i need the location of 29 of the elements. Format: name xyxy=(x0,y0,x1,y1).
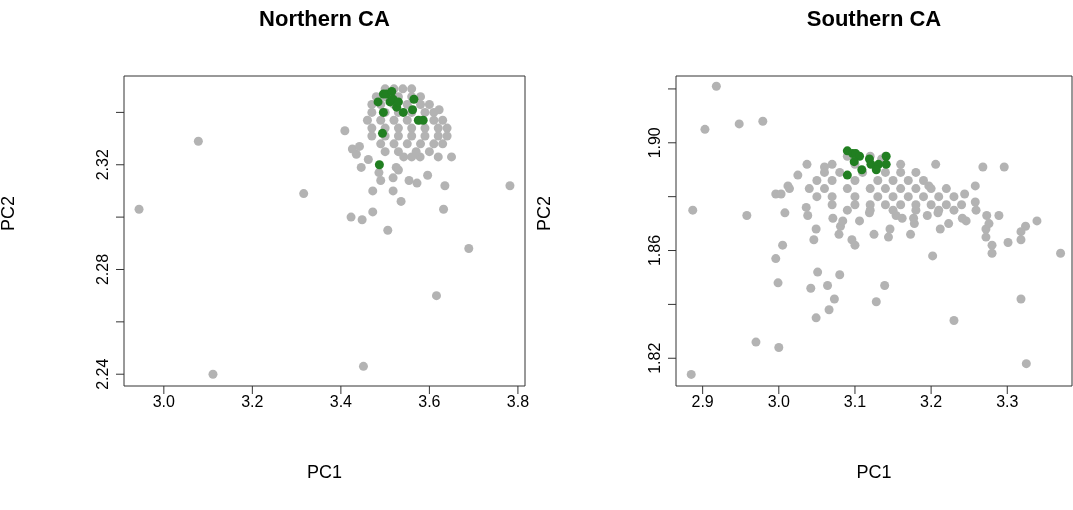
point xyxy=(842,170,852,180)
x-tick-label: 3.3 xyxy=(996,393,1019,411)
point xyxy=(871,165,881,175)
point xyxy=(393,97,403,107)
y-tick-label: 2.32 xyxy=(94,149,111,181)
x-tick-label: 3.2 xyxy=(241,393,264,411)
x-tick-label: 3.1 xyxy=(843,393,867,411)
point xyxy=(374,160,384,170)
point xyxy=(398,107,408,117)
x-axis-title: PC1 xyxy=(856,462,892,482)
x-tick-label: 3.6 xyxy=(418,393,441,411)
y-tick-label: 1.82 xyxy=(646,342,663,374)
x-tick-label: 3.8 xyxy=(506,393,530,411)
x-axis-title: PC1 xyxy=(306,462,343,482)
y-tick-label: 2.24 xyxy=(94,358,111,390)
y-axis-title: PC2 xyxy=(534,195,555,231)
y-tick-label: 2.28 xyxy=(94,253,111,286)
point xyxy=(881,159,891,169)
x-tick-label: 3.2 xyxy=(919,393,943,411)
x-tick-label: 3.4 xyxy=(329,393,353,411)
y-axis-title: PC2 xyxy=(0,195,19,231)
x-tick-label: 3.0 xyxy=(767,393,791,411)
chart-title: Northern CA xyxy=(258,6,391,32)
y-tick-label: 1.86 xyxy=(646,234,663,267)
x-tick-label: 2.9 xyxy=(691,393,714,411)
chart-title: Southern CA xyxy=(805,6,943,32)
point xyxy=(855,151,865,161)
x-tick-label: 3.0 xyxy=(152,393,176,411)
y-tick-label: 1.90 xyxy=(646,127,663,159)
